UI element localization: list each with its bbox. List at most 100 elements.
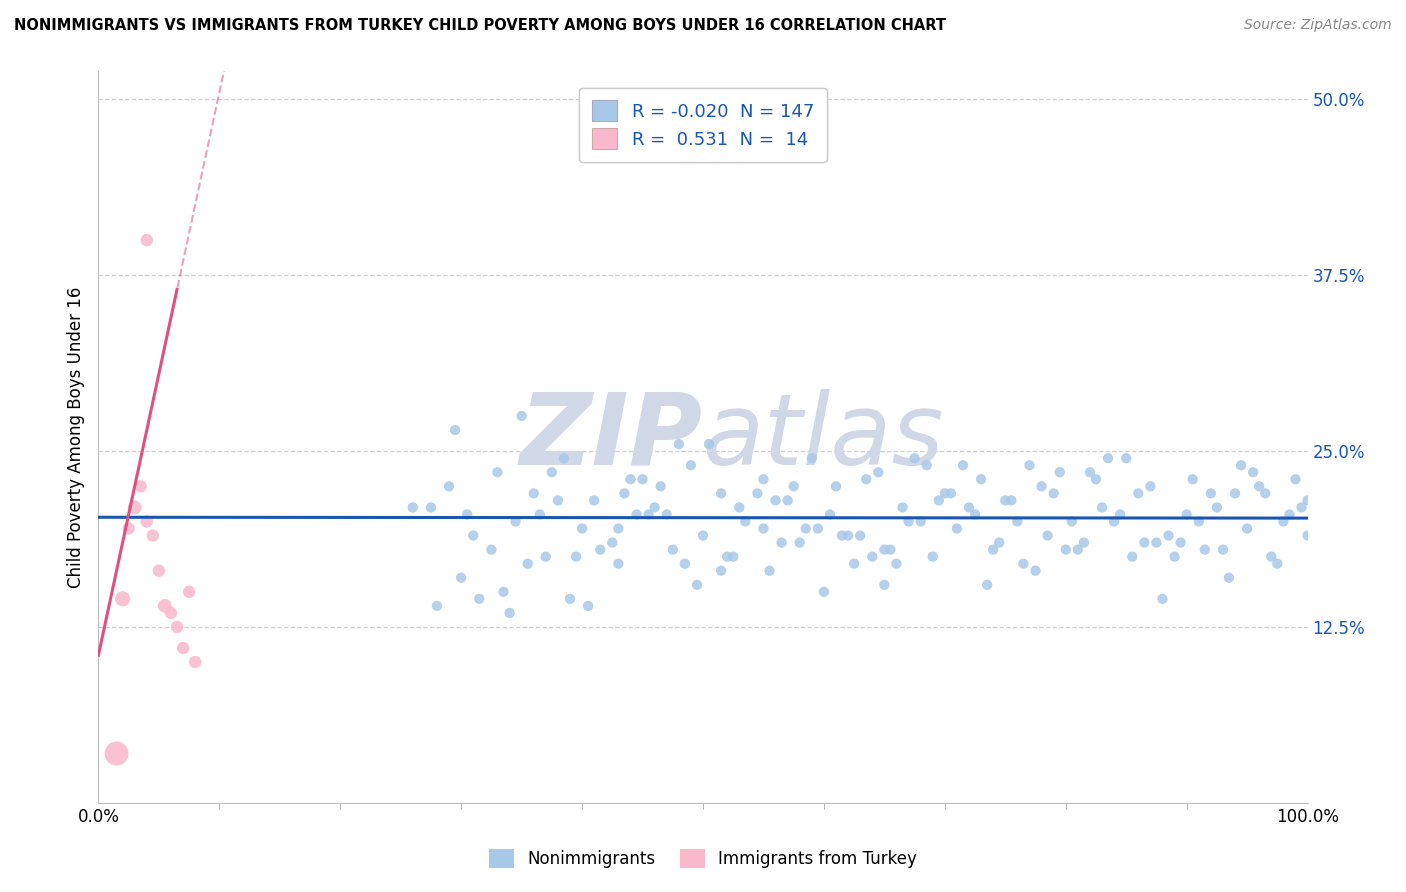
Point xyxy=(142,528,165,542)
Point xyxy=(1115,451,1137,466)
Point xyxy=(1194,542,1216,557)
Point xyxy=(655,508,678,522)
Point xyxy=(904,451,927,466)
Point xyxy=(184,655,207,669)
Point xyxy=(437,479,460,493)
Point xyxy=(891,500,914,515)
Point xyxy=(789,535,811,549)
Point xyxy=(516,557,538,571)
Point xyxy=(426,599,449,613)
Point xyxy=(534,549,557,564)
Point xyxy=(1042,486,1064,500)
Point xyxy=(710,564,733,578)
Point xyxy=(613,486,636,500)
Point xyxy=(1067,542,1090,557)
Point xyxy=(783,479,806,493)
Point xyxy=(897,515,920,529)
Point xyxy=(976,578,998,592)
Point xyxy=(1278,508,1301,522)
Text: ZIP: ZIP xyxy=(520,389,703,485)
Point xyxy=(1139,479,1161,493)
Point xyxy=(402,500,425,515)
Point xyxy=(129,479,152,493)
Point xyxy=(631,472,654,486)
Point xyxy=(825,479,848,493)
Point xyxy=(1170,535,1192,549)
Point xyxy=(1060,515,1083,529)
Point xyxy=(770,535,793,549)
Point xyxy=(1272,515,1295,529)
Point xyxy=(697,437,720,451)
Point xyxy=(589,542,612,557)
Point xyxy=(118,521,141,535)
Point xyxy=(692,528,714,542)
Point xyxy=(1218,571,1240,585)
Point xyxy=(765,493,787,508)
Point xyxy=(873,578,896,592)
Point xyxy=(565,549,588,564)
Point xyxy=(456,508,478,522)
Point xyxy=(619,472,641,486)
Point xyxy=(1121,549,1143,564)
Point xyxy=(813,584,835,599)
Point xyxy=(837,528,859,542)
Point xyxy=(1291,500,1313,515)
Point xyxy=(124,500,146,515)
Point xyxy=(444,423,467,437)
Point xyxy=(1157,528,1180,542)
Point xyxy=(794,521,817,535)
Point xyxy=(868,465,890,479)
Point xyxy=(723,549,745,564)
Point xyxy=(970,472,993,486)
Point xyxy=(486,465,509,479)
Point xyxy=(952,458,974,473)
Legend: R = -0.020  N = 147, R =  0.531  N =  14: R = -0.020 N = 147, R = 0.531 N = 14 xyxy=(579,87,827,162)
Point xyxy=(1284,472,1306,486)
Point xyxy=(873,542,896,557)
Point xyxy=(1078,465,1101,479)
Point xyxy=(679,458,702,473)
Point xyxy=(710,486,733,500)
Point xyxy=(1109,508,1132,522)
Point xyxy=(807,521,830,535)
Point xyxy=(1230,458,1253,473)
Point xyxy=(1175,508,1198,522)
Point xyxy=(1260,549,1282,564)
Point xyxy=(1206,500,1229,515)
Point xyxy=(1091,500,1114,515)
Point xyxy=(463,528,485,542)
Point xyxy=(1146,535,1168,549)
Point xyxy=(553,451,575,466)
Point xyxy=(921,549,943,564)
Legend: Nonimmigrants, Immigrants from Turkey: Nonimmigrants, Immigrants from Turkey xyxy=(482,842,924,875)
Point xyxy=(1102,515,1125,529)
Point xyxy=(928,493,950,508)
Point xyxy=(934,486,956,500)
Point xyxy=(728,500,751,515)
Point xyxy=(1000,493,1022,508)
Point xyxy=(492,584,515,599)
Point xyxy=(558,591,581,606)
Point xyxy=(468,591,491,606)
Point xyxy=(818,508,841,522)
Point xyxy=(583,493,606,508)
Point xyxy=(1049,465,1071,479)
Point xyxy=(1073,535,1095,549)
Point xyxy=(602,535,624,549)
Point xyxy=(135,515,157,529)
Point xyxy=(1199,486,1222,500)
Point xyxy=(111,591,134,606)
Point xyxy=(1152,591,1174,606)
Point xyxy=(1012,557,1035,571)
Point xyxy=(981,542,1004,557)
Point xyxy=(1128,486,1150,500)
Point xyxy=(166,620,188,634)
Point xyxy=(644,500,666,515)
Point xyxy=(734,515,756,529)
Point xyxy=(879,542,901,557)
Point xyxy=(505,515,527,529)
Point xyxy=(607,557,630,571)
Point xyxy=(673,557,696,571)
Point xyxy=(510,409,533,423)
Point xyxy=(1031,479,1053,493)
